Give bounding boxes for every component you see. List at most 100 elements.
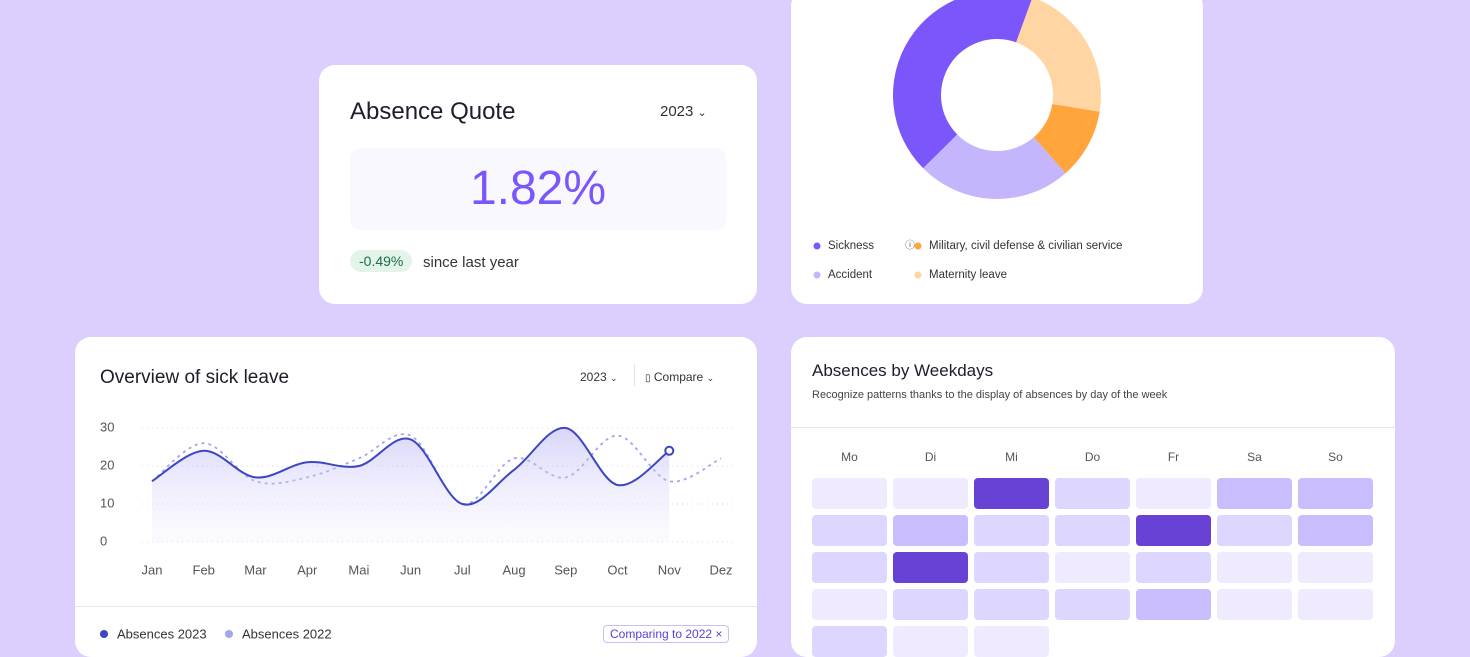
heat-cell [1055, 515, 1130, 546]
heat-cell [893, 552, 968, 583]
heat-cell [974, 478, 1049, 509]
heat-cell [1298, 589, 1373, 620]
y-tick-label: 30 [100, 419, 114, 434]
line-chart: 0 10 20 30 Jan Feb Mar Apr Mai Jun Jul Aug Sep Oct Nov… [100, 419, 735, 641]
heat-cell [1217, 478, 1292, 509]
legend-dot [100, 630, 108, 638]
x-tick-label: Apr [297, 562, 318, 577]
heat-cell [974, 589, 1049, 620]
divider [634, 364, 635, 386]
heat-cell [1136, 478, 1211, 509]
heat-cell [1217, 515, 1292, 546]
x-tick-label: Oct [607, 562, 628, 577]
heat-cell [893, 478, 968, 509]
year-label: 2023 [580, 370, 607, 384]
heat-cell [812, 515, 887, 546]
donut-segment [923, 134, 1066, 199]
heat-cell [893, 626, 968, 657]
absence-type-card: Sickness ⓘ Accident Military, civil defense… [791, 0, 1203, 304]
column-label: Di [925, 450, 936, 464]
column-label: Mi [1005, 450, 1018, 464]
heat-cell [1217, 552, 1292, 583]
change-badge: -0.49% [350, 250, 413, 272]
absence-quote-card: Absence Quote 2023 ⌄ 1.82% -0.49% since … [319, 65, 757, 304]
card-subtitle: Recognize patterns thanks to the display… [812, 389, 1168, 401]
sick-leave-card: Overview of sick leave 2023 ⌄ ▯ Compare … [75, 337, 757, 657]
heat-cell [1136, 589, 1211, 620]
legend-label: Absences 2022 [242, 626, 332, 641]
x-tick-label: Jun [400, 562, 421, 577]
donut-segment [1016, 0, 1101, 112]
heat-cell [974, 626, 1049, 657]
separator [75, 606, 757, 607]
heat-cell [1055, 589, 1130, 620]
change-text: since last year [423, 254, 519, 271]
heat-cell [1298, 552, 1373, 583]
legend-label: Accident [828, 269, 873, 281]
column-label: Do [1085, 450, 1101, 464]
legend-dot [914, 242, 922, 250]
legend-label: Sickness [828, 240, 874, 252]
x-tick-label: Jan [142, 562, 163, 577]
x-tick-label: Mar [244, 562, 267, 577]
x-tick-label: Sep [554, 562, 577, 577]
legend-label: Military, civil defense & civilian servi… [929, 240, 1122, 252]
heat-cell [812, 626, 887, 657]
heat-cell [812, 552, 887, 583]
legend-dot [813, 242, 821, 250]
column-label: Mo [841, 450, 858, 464]
legend-dot [914, 271, 922, 279]
x-tick-label: Mai [348, 562, 369, 577]
heat-cell [1055, 552, 1130, 583]
heat-cell [893, 589, 968, 620]
year-select[interactable]: 2023 ⌄ [580, 370, 618, 384]
compare-button[interactable]: ▯ Compare ⌄ [645, 370, 715, 384]
heat-cell [812, 478, 887, 509]
x-tick-label: Nov [658, 562, 682, 577]
heat-cell [974, 515, 1049, 546]
heat-cell [1298, 515, 1373, 546]
x-tick-label: Feb [193, 562, 215, 577]
y-tick-label: 20 [100, 457, 114, 472]
end-marker [664, 445, 675, 456]
legend-dot [225, 630, 233, 638]
compare-label: Compare [653, 370, 704, 384]
heat-cell [1136, 515, 1211, 546]
page: Absence Quote 2023 ⌄ 1.82% -0.49% since … [75, 0, 1395, 657]
column-label: Sa [1247, 450, 1262, 464]
year-label: 2023 [660, 103, 694, 120]
column-label: So [1328, 450, 1343, 464]
weekday-card: Absences by Weekdays Recognize patterns … [791, 337, 1395, 657]
legend-dot [813, 271, 821, 279]
heat-cell [893, 515, 968, 546]
heat-cell [1055, 478, 1130, 509]
compare-badge[interactable]: Comparing to 2022 × [603, 625, 730, 643]
column-label: Fr [1168, 450, 1179, 464]
year-select[interactable]: 2023 ⌄ [660, 103, 707, 120]
heatmap: Mo Di Mi Do Fr Sa So [812, 450, 1373, 657]
legend-label: Maternity leave [929, 269, 1007, 281]
x-tick-label: Aug [503, 562, 526, 577]
card-title: Absence Quote [350, 98, 516, 125]
card-title: Absences by Weekdays [812, 361, 994, 380]
badge-label: Comparing to 2022 [610, 627, 713, 641]
x-tick-label: Dez [709, 562, 732, 577]
legend-label: Absences 2023 [117, 626, 207, 641]
donut-segment [893, 0, 1032, 169]
help-icon: ⓘ [905, 240, 915, 252]
area [152, 427, 670, 542]
y-tick-label: 10 [100, 495, 114, 510]
heat-cell [812, 589, 887, 620]
heat-cell [1217, 589, 1292, 620]
quote-value: 1.82% [350, 148, 726, 230]
x-tick-label: Jul [454, 562, 471, 577]
heat-cell [1298, 478, 1373, 509]
heat-cell [974, 552, 1049, 583]
donut-segment [1033, 103, 1100, 174]
y-tick-label: 0 [100, 533, 107, 548]
card-title: Overview of sick leave [100, 367, 290, 388]
series-line [151, 426, 670, 506]
donut-chart: Sickness ⓘ Accident Military, civil defense… [813, 0, 1122, 281]
separator [791, 427, 1395, 428]
heat-cell [1136, 552, 1211, 583]
